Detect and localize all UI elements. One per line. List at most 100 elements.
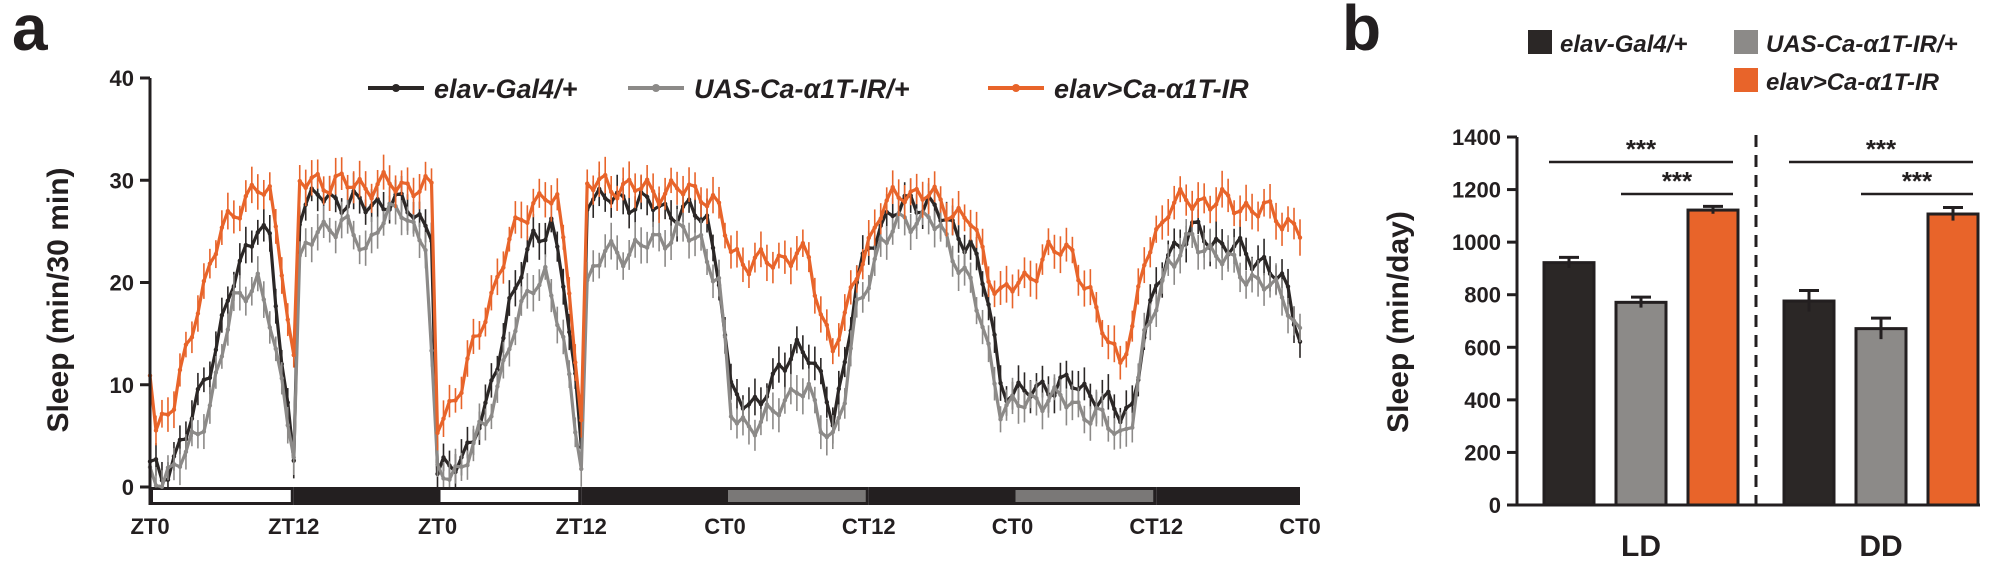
panel-a-point	[411, 193, 416, 199]
panel-a-point	[1154, 283, 1159, 288]
panel-a-point	[800, 241, 806, 246]
panel-a-point	[1124, 426, 1129, 432]
panel-a-point	[225, 208, 231, 214]
panel-a-point	[836, 386, 842, 392]
panel-b-category-label: LD	[1621, 530, 1661, 563]
panel-a-point	[1142, 327, 1147, 333]
panel-a-point	[345, 213, 350, 219]
panel-a-point	[351, 232, 356, 238]
panel-a-point	[441, 416, 446, 421]
panel-a-point	[531, 228, 536, 233]
panel-a-point	[1040, 379, 1045, 384]
panel-a-point	[668, 240, 674, 246]
panel-a-point	[770, 265, 776, 270]
panel-a-point	[519, 298, 524, 304]
panel-a-point	[1237, 235, 1243, 241]
panel-a-point	[195, 386, 201, 392]
panel-a-point	[614, 196, 620, 201]
panel-a-point	[884, 240, 889, 246]
panel-a-point	[303, 185, 308, 191]
panel-a-point	[1172, 200, 1177, 205]
panel-a-point	[315, 171, 320, 177]
panel-a-point	[644, 177, 650, 182]
panel-a-point	[453, 398, 458, 403]
panel-a-point	[764, 260, 770, 266]
panel-a-point	[1136, 284, 1141, 289]
panel-a-point	[974, 308, 979, 313]
panel-a-point	[1189, 231, 1195, 237]
panel-a-x-tick-label: CT12	[842, 514, 896, 539]
light-bar-segment-dark	[868, 487, 1013, 505]
panel-a-point	[782, 398, 788, 403]
light-bar-segment-dark	[293, 487, 438, 505]
panel-a-point	[1243, 251, 1249, 257]
panel-a-point	[201, 278, 207, 284]
panel-a-point	[261, 297, 267, 302]
panel-a-point	[531, 291, 536, 296]
panel-a-point	[1100, 331, 1105, 336]
panel-a-point	[704, 204, 710, 209]
panel-a-point	[1201, 248, 1207, 254]
panel-a-point	[573, 360, 578, 365]
panel-a-point	[1285, 216, 1291, 222]
light-bar-segment-dark	[581, 487, 725, 505]
panel-a-point	[776, 253, 782, 258]
panel-a-point	[1231, 210, 1237, 216]
panel-a-point	[567, 371, 572, 377]
panel-a-point	[489, 378, 494, 383]
panel-a-point	[597, 177, 602, 182]
panel-a-point	[249, 244, 255, 249]
panel-a-point	[992, 332, 997, 337]
panel-a-point	[477, 333, 482, 338]
panel-a-point	[644, 194, 650, 200]
panel-a-point	[1237, 275, 1243, 280]
panel-a-point	[495, 367, 500, 372]
panel-a-point	[1046, 398, 1051, 404]
panel-b-significance: ************	[1549, 134, 1973, 196]
panel-a-point	[279, 376, 284, 381]
panel-a-point	[734, 421, 740, 426]
panel-a-point	[1130, 323, 1135, 329]
panel-a-point	[441, 476, 446, 481]
panel-a-point	[1243, 200, 1249, 206]
panel-a-point	[585, 181, 590, 186]
panel-a-point	[890, 213, 895, 219]
panel-a-point	[1070, 247, 1075, 253]
panel-a-point	[1189, 206, 1195, 212]
panel-a-point	[1261, 254, 1267, 260]
panel-a-y-axis-label: Sleep (min/30 min)	[42, 167, 75, 432]
panel-a-point	[597, 263, 602, 268]
panel-a-x-ticks: ZT0 ZT12 ZT0 ZT12 CT0 CT12 CT0 CT12 CT0	[130, 514, 1320, 539]
panel-a-point	[441, 455, 446, 460]
panel-b-significance-label: ***	[1902, 166, 1933, 196]
panel-a-point	[1261, 287, 1267, 292]
panel-a-point	[1267, 282, 1273, 288]
panel-a-point	[459, 464, 464, 470]
panel-a-point	[447, 398, 452, 404]
panel-a-point	[285, 317, 290, 322]
panel-a-point	[1064, 242, 1069, 247]
panel-a-point	[213, 347, 219, 352]
panel-a-point	[674, 220, 680, 225]
panel-a-point	[555, 244, 560, 249]
panel-a-point	[920, 197, 925, 202]
panel-a-point	[363, 209, 368, 215]
panel-a-point	[1082, 286, 1087, 291]
panel-a-point	[998, 285, 1003, 291]
panel-b-y-tick-label: 0	[1489, 493, 1501, 518]
panel-a-point	[1130, 401, 1135, 406]
panel-a-point	[974, 227, 979, 233]
panel-a-point	[255, 230, 261, 235]
panel-a-point	[962, 215, 967, 221]
panel-a-point	[399, 180, 404, 185]
panel-a-point	[579, 417, 584, 423]
panel-a-point	[417, 238, 422, 243]
panel-a-point	[165, 412, 171, 417]
panel-a-point	[788, 263, 794, 269]
panel-a-point	[1249, 272, 1255, 278]
panel-a-point	[686, 182, 692, 187]
panel-a-point	[1106, 426, 1111, 431]
panel-a-point	[1010, 289, 1015, 294]
panel-a-point	[1112, 431, 1117, 437]
panel-a-point	[471, 334, 476, 339]
